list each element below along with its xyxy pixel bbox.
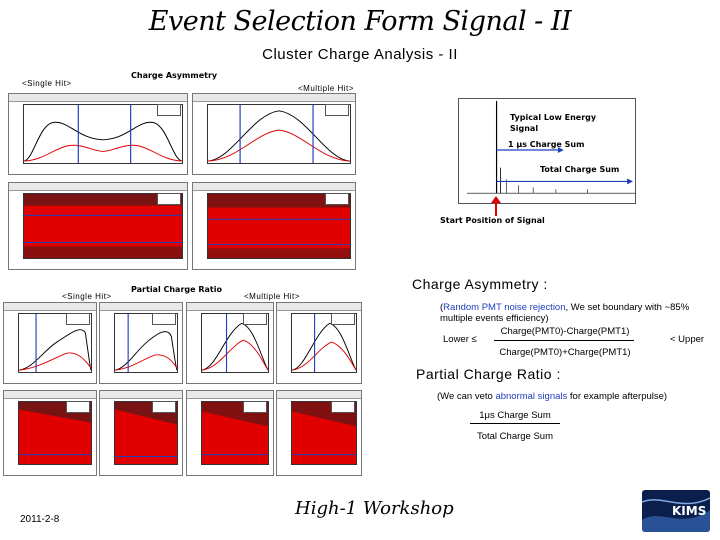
asymmetry-upper: < Upper — [670, 334, 705, 345]
asym-hist-multiple — [192, 93, 356, 175]
ratio-hist-3 — [186, 302, 274, 384]
plot-header — [9, 183, 187, 191]
multiple-hit-label-lower: <Multiple Hit> — [244, 292, 300, 301]
ratio-scatter-1 — [3, 390, 97, 476]
partial-heading: Partial Charge Ratio : — [416, 366, 561, 382]
partial-note-post: for example afterpulse) — [567, 391, 668, 402]
total-charge-label: Total Charge Sum — [540, 165, 620, 174]
typical-label-line2: Signal — [510, 124, 539, 133]
asymmetry-note-line2: multiple events efficiency) — [440, 313, 549, 324]
start-position-label: Start Position of Signal — [440, 216, 545, 225]
asymmetry-lower: Lower ≤ — [443, 334, 477, 345]
plot-area — [207, 104, 351, 164]
plot-header — [187, 391, 273, 399]
plot-area — [23, 104, 183, 164]
plot-header — [100, 303, 182, 311]
plot-area — [23, 193, 183, 259]
partial-note-pre: (We can veto — [437, 391, 496, 402]
stat-box — [325, 193, 349, 205]
single-hit-label-lower: <Single Hit> — [62, 292, 112, 301]
partial-denominator: Total Charge Sum — [476, 431, 554, 442]
plot-area — [207, 193, 351, 259]
partial-note-highlight: abnormal signals — [495, 391, 568, 402]
asymmetry-heading: Charge Asymmetry : — [412, 276, 548, 292]
ratio-scatter-4 — [276, 390, 362, 476]
slide-date: 2011-2-8 — [20, 514, 60, 525]
plot-header — [4, 303, 96, 311]
ratio-scatter-2 — [99, 390, 183, 476]
plot-area — [291, 313, 357, 373]
asym-scatter-single — [8, 182, 188, 270]
stat-box — [152, 401, 176, 413]
partial-ratio-label: Partial Charge Ratio — [131, 285, 222, 294]
multiple-hit-label: <Multiple Hit> — [298, 84, 354, 93]
stat-box — [152, 313, 176, 325]
partial-fraction-bar — [470, 423, 560, 424]
ratio-hist-4 — [276, 302, 362, 384]
one-us-label: 1 μs Charge Sum — [508, 140, 585, 149]
stat-box — [157, 104, 181, 116]
partial-note: (We can veto abnormal signals for exampl… — [437, 391, 667, 402]
stat-box — [66, 313, 90, 325]
asymmetry-note-rest: , We set boundary with ~85% — [565, 302, 690, 313]
charge-asymmetry-label: Charge Asymmetry — [131, 71, 218, 80]
asymmetry-denominator: Charge(PMT0)+Charge(PMT1) — [499, 347, 631, 358]
asymmetry-numerator: Charge(PMT0)-Charge(PMT1) — [500, 326, 630, 337]
kims-logo: KIMS — [642, 490, 710, 532]
typical-signal-label: Typical Low Energy Signal — [510, 112, 596, 134]
stat-box — [66, 401, 90, 413]
stat-box — [243, 401, 267, 413]
plot-header — [193, 183, 355, 191]
plot-header — [277, 303, 361, 311]
ratio-hist-2 — [99, 302, 183, 384]
plot-area — [291, 401, 357, 465]
stat-box — [243, 313, 267, 325]
single-hit-label: <Single Hit> — [22, 79, 72, 88]
typical-label-line1: Typical Low Energy — [510, 113, 597, 122]
plot-header — [4, 391, 96, 399]
plot-header — [193, 94, 355, 102]
logo-text: KIMS — [672, 504, 706, 518]
plot-header — [277, 391, 361, 399]
workshop-name: High-1 Workshop — [295, 498, 454, 519]
asym-scatter-multiple — [192, 182, 356, 270]
stat-box — [325, 104, 349, 116]
slide-title: Event Selection Form Signal - II — [148, 6, 572, 37]
waveform-plot — [458, 98, 636, 204]
partial-numerator: 1μs Charge Sum — [479, 410, 551, 421]
asym-hist-single — [8, 93, 188, 175]
slide-subtitle: Cluster Charge Analysis - II — [262, 46, 458, 63]
ratio-hist-1 — [3, 302, 97, 384]
asymmetry-open-paren: ( — [440, 302, 444, 313]
start-position-arrow — [491, 196, 501, 216]
stat-box — [331, 401, 355, 413]
stat-box — [157, 193, 181, 205]
asymmetry-note: (Random PMT noise rejection, We set boun… — [440, 302, 720, 324]
ratio-scatter-3 — [186, 390, 274, 476]
asymmetry-note-highlight: Random PMT noise rejection — [443, 302, 566, 313]
plot-header — [187, 303, 273, 311]
asymmetry-fraction-bar — [494, 340, 634, 341]
stat-box — [331, 313, 355, 325]
plot-header — [100, 391, 182, 399]
plot-header — [9, 94, 187, 102]
